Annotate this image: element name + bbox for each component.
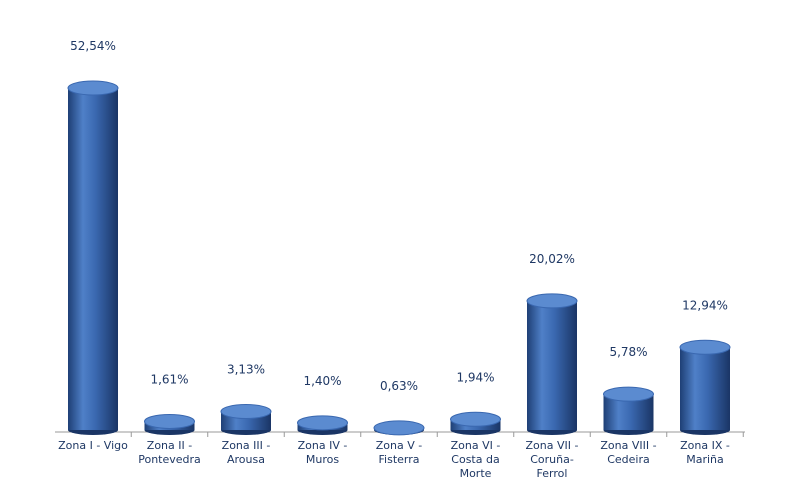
value-label: 1,40% [303,374,341,388]
bar-top [373,420,425,436]
value-label: 20,02% [529,252,575,266]
x-tick-label: Zona VIII - Cedeira [600,439,657,466]
value-label: 0,63% [380,379,418,393]
value-label: 52,54% [70,39,116,53]
bar-top [297,415,348,431]
value-label: 12,94% [682,298,728,312]
bar-top [526,293,578,309]
bar-top [220,404,272,420]
value-label: 1,61% [150,372,188,386]
x-tick-label: Zona IV - Muros [297,439,348,466]
bar [680,347,730,430]
x-tick-label: Zona II - Pontevedra [138,439,201,466]
bar-top [603,386,654,402]
x-tick-label: Zona VI - Costa da Morte [450,439,501,480]
value-label: 1,94% [456,370,494,384]
value-label: 5,78% [609,345,647,359]
bar [68,88,118,430]
bar-top [144,413,195,429]
x-tick-label: Zona III - Arousa [221,439,271,466]
bar-top [679,339,731,355]
x-tick-label: Zona VII - Coruña-Ferrol [525,439,579,480]
x-tick-label: Zona IX - Mariña [680,439,730,466]
x-tick-label: Zona V - Fisterra [375,439,423,466]
bar [527,300,577,430]
x-tick-label: Zona I - Vigo [58,439,128,452]
value-label: 3,13% [227,363,265,377]
bar-top [450,411,501,427]
bar-top [67,80,119,96]
